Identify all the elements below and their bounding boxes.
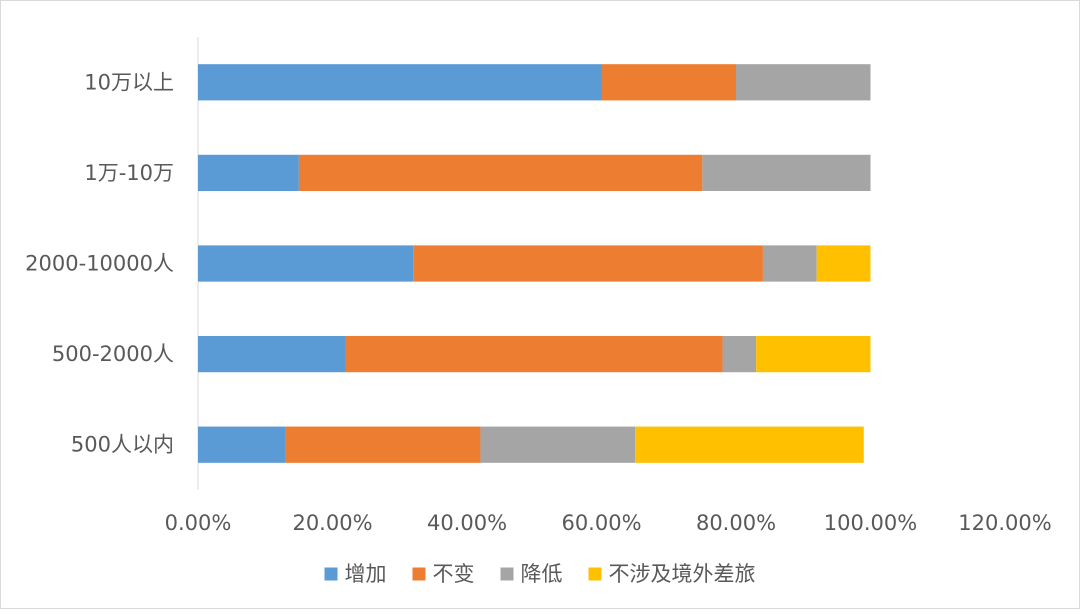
- legend-label: 不涉及境外差旅: [609, 562, 756, 586]
- x-axis-ticks: 0.00% 20.00% 40.00% 60.00% 80.00% 100.00% 120.…: [165, 511, 1052, 535]
- category-label: 1万-10万: [84, 161, 174, 185]
- bar-segment: [413, 245, 763, 282]
- legend-label: 不变: [433, 562, 475, 586]
- legend: 增加 不变 降低 不涉及境外差旅: [324, 562, 756, 586]
- bar-segment: [756, 335, 871, 373]
- x-tick-label: 120.00%: [958, 511, 1051, 535]
- legend-label: 增加: [345, 562, 387, 586]
- category-label: 500人以内: [71, 433, 174, 457]
- x-tick-label: 80.00%: [696, 511, 776, 535]
- legend-swatch: [500, 567, 514, 581]
- category-labels: 10万以上 1万-10万 2000-10000人 500-2000人 500人以内: [25, 70, 174, 456]
- category-label: 500-2000人: [52, 342, 174, 366]
- x-tick-label: 40.00%: [427, 511, 507, 535]
- bar-segment: [198, 245, 414, 282]
- legend-label: 降低: [521, 562, 563, 586]
- bar-segment: [702, 154, 871, 192]
- bar-segment: [345, 335, 723, 373]
- bar-segment: [198, 426, 286, 463]
- bar-segment: [198, 64, 602, 101]
- bar-segment: [298, 154, 703, 192]
- bar-segment: [285, 426, 481, 463]
- bar-segment: [722, 335, 757, 373]
- legend-swatch: [412, 567, 426, 581]
- bar-segment: [601, 64, 736, 101]
- bar-segment: [635, 426, 864, 463]
- category-label: 2000-10000人: [25, 252, 174, 276]
- x-tick-label: 60.00%: [561, 511, 641, 535]
- category-label: 10万以上: [84, 70, 174, 94]
- x-tick-label: 20.00%: [292, 511, 372, 535]
- bars: [198, 64, 871, 463]
- bar-segment: [816, 245, 871, 282]
- bar-segment: [198, 154, 299, 192]
- bar-segment: [736, 64, 871, 101]
- bar-segment: [480, 426, 636, 463]
- legend-swatch: [588, 567, 602, 581]
- bar-segment: [762, 245, 817, 282]
- bar-segment: [198, 335, 346, 373]
- x-tick-label: 100.00%: [824, 511, 917, 535]
- x-tick-label: 0.00%: [165, 511, 232, 535]
- legend-swatch: [324, 567, 338, 581]
